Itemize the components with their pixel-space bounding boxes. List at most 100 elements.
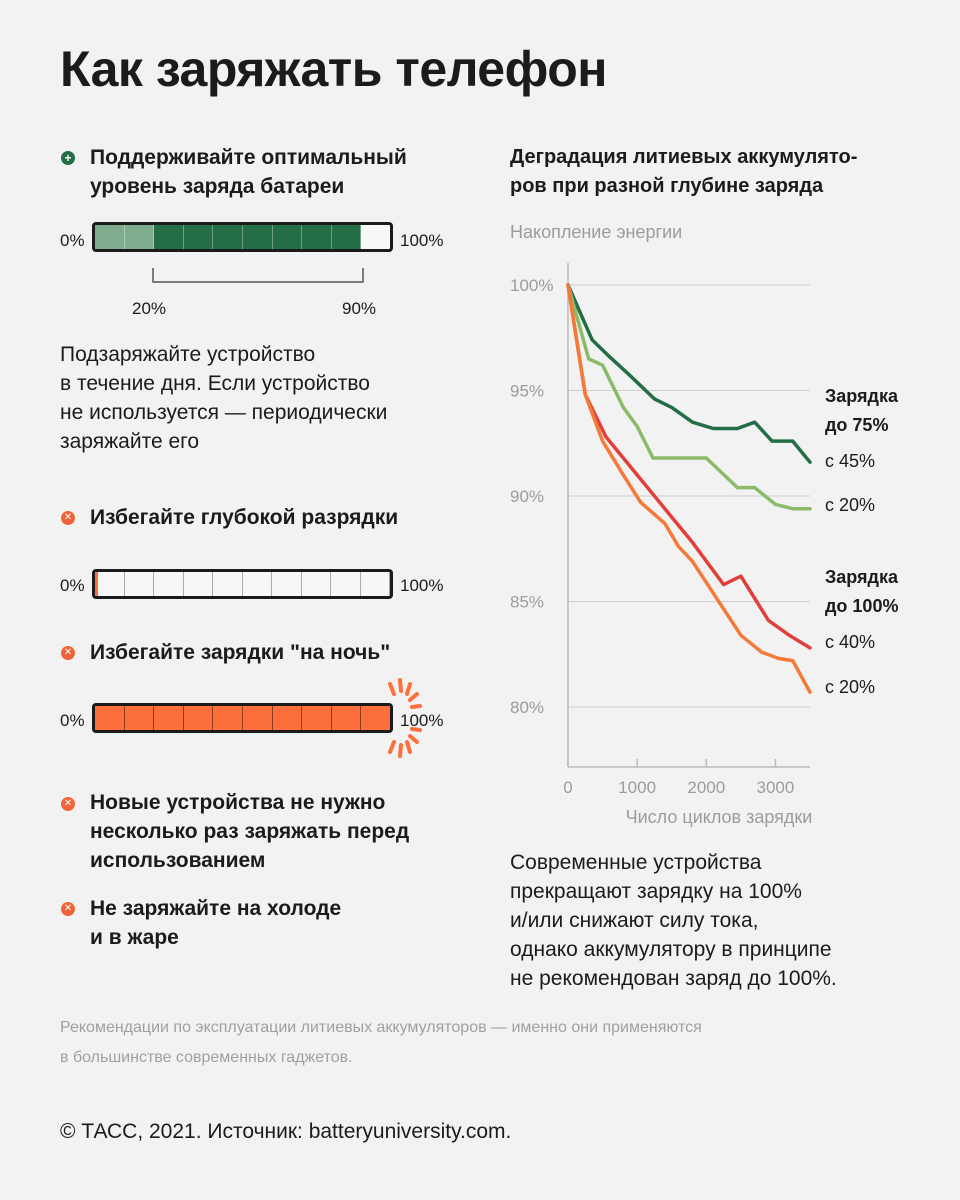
bar-label-100: 100% — [400, 711, 444, 730]
battery-segment — [243, 572, 272, 596]
battery-segment — [361, 572, 390, 596]
optimal-heading-line-2: уровень заряда батареи — [90, 175, 345, 198]
cross-icon: ✕ — [61, 646, 75, 660]
x-axis-label: Число циклов зарядки — [626, 807, 813, 827]
overheat-burst-icon — [388, 678, 422, 758]
y-tick-label: 95% — [510, 382, 544, 401]
group-100-line-2: до 100% — [825, 596, 899, 616]
series-label-20-orange: с 20% — [825, 677, 876, 697]
bar-label-100: 100% — [400, 576, 444, 595]
battery-segment — [302, 225, 332, 249]
footnote-line-1: Рекомендации по эксплуатации литиевых ак… — [60, 1019, 702, 1036]
optimal-text-line-3: не используется — периодически — [60, 401, 388, 424]
battery-segment — [154, 572, 184, 596]
plus-icon: + — [61, 151, 75, 165]
battery-segment — [302, 706, 332, 730]
series-line-4 — [566, 283, 812, 694]
series-line-3 — [566, 283, 812, 650]
bar-label-100: 100% — [400, 231, 444, 250]
y-tick-label: 100% — [510, 276, 553, 295]
footnote-line-2: в большинстве современных гаджетов. — [60, 1049, 353, 1066]
cross-icon: ✕ — [61, 902, 75, 916]
optimal-text-line-2: в течение дня. Если устройство — [60, 372, 370, 395]
x-tick-label: 3000 — [757, 778, 795, 797]
night-heading: Избегайте зарядки "на ночь" — [90, 641, 391, 664]
battery-bar-deep — [92, 569, 393, 599]
series-label-40: с 40% — [825, 632, 876, 652]
optimal-text-line-1: Подзаряжайте устройство — [60, 343, 316, 366]
x-tick-label: 2000 — [687, 778, 725, 797]
cross-icon: ✕ — [61, 511, 75, 525]
x-tick-label: 1000 — [618, 778, 656, 797]
cold-heading: Не заряжайте на холоде и в жаре — [90, 894, 341, 952]
caption-line-2: прекращают зарядку на 100% — [510, 880, 802, 903]
battery-segment — [95, 572, 125, 596]
series-line-2 — [566, 283, 812, 511]
battery-segment — [242, 706, 273, 730]
optimal-description: Подзаряжайте устройство в течение дня. Е… — [60, 340, 387, 456]
footnote: Рекомендации по эксплуатации литиевых ак… — [60, 1013, 702, 1073]
caption-line-4: однако аккумулятору в принципе — [510, 938, 832, 961]
battery-bar-optimal — [92, 222, 393, 252]
battery-segment — [154, 706, 184, 730]
bar-label-0: 0% — [60, 231, 85, 250]
cross-icon: ✕ — [61, 797, 75, 811]
optimal-heading-line-1: Поддерживайте оптимальный — [90, 146, 407, 169]
battery-segment — [124, 225, 155, 249]
y-tick-label: 80% — [510, 698, 544, 717]
cold-heading-line-2: и в жаре — [90, 926, 179, 949]
new-devices-line-1: Новые устройства не нужно — [90, 791, 386, 814]
bar-label-0: 0% — [60, 576, 85, 595]
group-75-line-1: Зарядка — [825, 386, 898, 406]
chart-title: Деградация литиевых аккумулято- ров при … — [510, 143, 857, 201]
battery-bar-night — [92, 703, 393, 733]
battery-segment — [331, 572, 361, 596]
copyright: © ТАСС, 2021. Источник: batteryuniversit… — [60, 1120, 512, 1143]
new-devices-line-3: использованием — [90, 849, 266, 872]
battery-segment — [272, 706, 303, 730]
new-devices-heading: Новые устройства не нужно несколько раз … — [90, 788, 409, 875]
series-label-45: с 45% — [825, 451, 876, 471]
group-100-label: Зарядка до 100% — [825, 563, 898, 621]
bar-label-0: 0% — [60, 711, 85, 730]
caption-line-1: Современные устройства — [510, 851, 762, 874]
y-tick-label: 85% — [510, 593, 544, 612]
battery-segment — [95, 706, 125, 730]
chart-caption: Современные устройства прекращают зарядк… — [510, 848, 837, 993]
group-75-label: Зарядка до 75% — [825, 382, 898, 440]
optimal-heading: Поддерживайте оптимальный уровень заряда… — [90, 143, 407, 201]
group-100-line-1: Зарядка — [825, 567, 898, 587]
deep-heading: Избегайте глубокой разрядки — [90, 506, 399, 529]
caption-line-5: не рекомендован заряд до 100%. — [510, 967, 837, 990]
battery-segment — [184, 572, 213, 596]
series-label-20-green: с 20% — [825, 495, 876, 515]
cold-heading-line-1: Не заряжайте на холоде — [90, 897, 342, 920]
battery-segment — [213, 706, 243, 730]
x-tick-label: 0 — [563, 778, 572, 797]
battery-segment — [95, 225, 125, 249]
optimal-text-line-4: заряжайте его — [60, 430, 200, 453]
chart-title-line-1: Деградация литиевых аккумулято- — [510, 146, 858, 168]
range-low-label: 20% — [132, 299, 167, 318]
series-line-1 — [566, 283, 812, 464]
y-tick-label: 90% — [510, 487, 544, 506]
y-axis-label: Накопление энергии — [510, 222, 683, 242]
battery-segment — [124, 706, 155, 730]
group-75-line-2: до 75% — [825, 415, 889, 435]
battery-segment — [183, 225, 214, 249]
battery-segment — [125, 572, 154, 596]
range-high-label: 90% — [342, 299, 377, 318]
battery-segment — [154, 225, 184, 249]
battery-level-sliver — [95, 572, 98, 596]
battery-segment — [213, 225, 243, 249]
battery-segment — [213, 572, 243, 596]
battery-segment — [302, 572, 331, 596]
battery-segment — [331, 706, 362, 730]
battery-segment — [361, 706, 390, 730]
degradation-chart: 100% 95% 90% 85% 80% 0 1000 2000 3000 Число цикло… — [510, 263, 813, 827]
battery-segment — [272, 572, 302, 596]
battery-segment — [331, 225, 362, 249]
battery-segment — [361, 225, 390, 249]
range-bracket — [152, 268, 364, 283]
battery-segment — [272, 225, 303, 249]
